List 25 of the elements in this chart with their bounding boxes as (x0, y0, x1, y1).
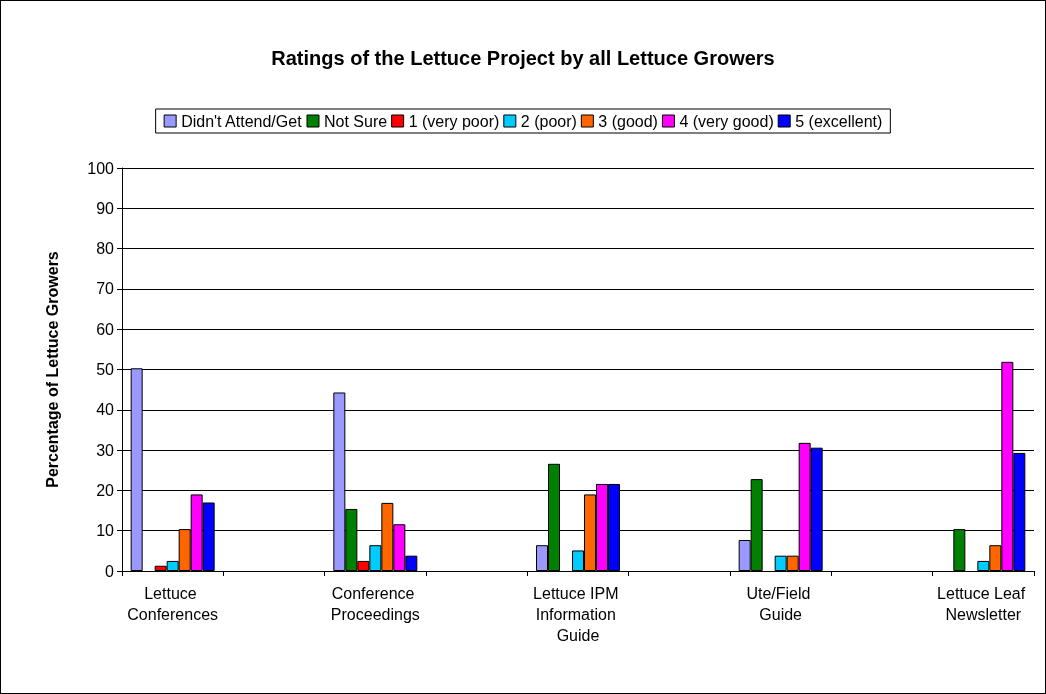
y-tick-label: 30 (96, 441, 115, 459)
legend-label: 4 (very good) (679, 112, 774, 130)
y-tick-label: 20 (96, 481, 115, 499)
y-tick-label: 0 (105, 562, 115, 580)
x-tick-label: Lettuce IPM Information Guide (533, 585, 623, 644)
x-tick-label: Ute/Field Guide (746, 585, 815, 623)
y-tick-label: 60 (96, 320, 115, 338)
chart-title: Ratings of the Lettuce Project by all Lettuce Growers (271, 47, 775, 69)
y-tick-label: 40 (96, 401, 115, 419)
y-tick-label: 80 (96, 240, 115, 258)
x-tick-label: Lettuce Leaf Newsletter (937, 585, 1030, 623)
legend-label: Not Sure (323, 112, 388, 130)
legend-label: 5 (excellent) (795, 112, 883, 130)
y-tick-label: 70 (96, 280, 115, 298)
y-tick-label: 90 (96, 199, 115, 217)
y-tick-label: 100 (87, 159, 115, 177)
y-tick-label: 10 (96, 522, 115, 540)
y-axis-title: Percentage of Lettuce Growers (43, 251, 61, 488)
legend-label: Didn't Attend/Get (181, 112, 303, 130)
x-tick-label: Conference Proceedings (330, 585, 420, 623)
legend-label: 1 (very poor) (408, 112, 500, 130)
legend-label: 3 (good) (598, 112, 658, 130)
legend-label: 2 (poor) (520, 112, 577, 130)
x-tick-label: Lettuce Conferences (127, 585, 219, 623)
y-tick-label: 50 (96, 361, 115, 378)
